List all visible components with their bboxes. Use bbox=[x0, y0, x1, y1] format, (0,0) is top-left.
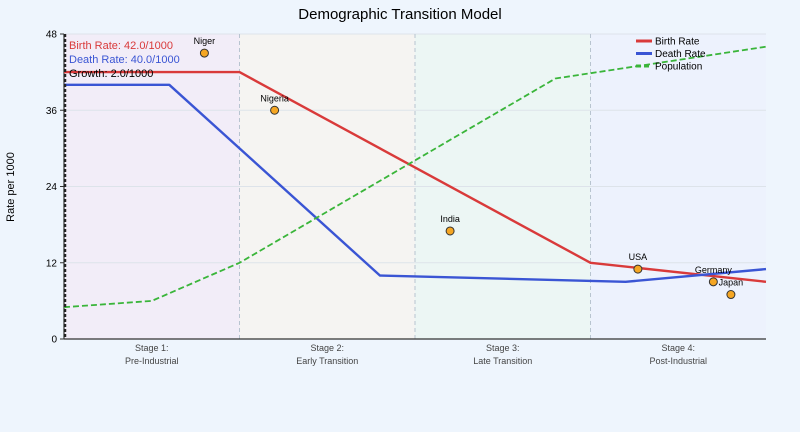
country-point bbox=[633, 264, 643, 274]
stage-label-number: Stage 1: bbox=[135, 343, 169, 353]
birth-rate-readout: Birth Rate: 42.0/1000 bbox=[69, 40, 173, 52]
country-label: Niger bbox=[194, 36, 216, 46]
country-label: India bbox=[440, 214, 460, 224]
legend-label: Population bbox=[655, 62, 702, 73]
country-label: Japan bbox=[719, 278, 744, 288]
stage-label-name: Post-Industrial bbox=[649, 356, 707, 366]
y-tick-label: 24 bbox=[46, 182, 58, 193]
stage-label-number: Stage 3: bbox=[486, 343, 520, 353]
y-tick-label: 48 bbox=[46, 30, 58, 41]
stage-label-number: Stage 4: bbox=[661, 343, 695, 353]
death-rate-readout: Death Rate: 40.0/1000 bbox=[69, 54, 180, 66]
country-label: Germany bbox=[695, 265, 733, 275]
y-axis-label: Rate per 1000 bbox=[5, 152, 17, 222]
series-line-birth-rate bbox=[64, 70, 767, 283]
stage-label-name: Early Transition bbox=[296, 356, 358, 366]
growth-readout: Growth: 2.0/1000 bbox=[69, 68, 153, 80]
stage-label-name: Late Transition bbox=[473, 356, 532, 366]
country-point bbox=[726, 290, 736, 300]
y-tick-label: 36 bbox=[46, 106, 58, 117]
country-label: Nigeria bbox=[260, 93, 289, 103]
country-point bbox=[445, 226, 455, 236]
country-label: USA bbox=[629, 252, 648, 262]
y-tick-label: 12 bbox=[46, 258, 58, 269]
legend-label: Death Rate bbox=[655, 49, 706, 60]
stage-label-number: Stage 2: bbox=[310, 343, 344, 353]
chart-title: Demographic Transition Model bbox=[298, 6, 501, 23]
series-line-population bbox=[63, 45, 767, 309]
legend-label: Birth Rate bbox=[655, 37, 700, 48]
series-line-death-rate bbox=[64, 83, 767, 283]
country-point bbox=[270, 105, 280, 115]
stage-label-name: Pre-Industrial bbox=[125, 356, 179, 366]
y-tick-label: 0 bbox=[51, 335, 57, 346]
country-point bbox=[199, 48, 209, 58]
country-point bbox=[708, 277, 718, 287]
